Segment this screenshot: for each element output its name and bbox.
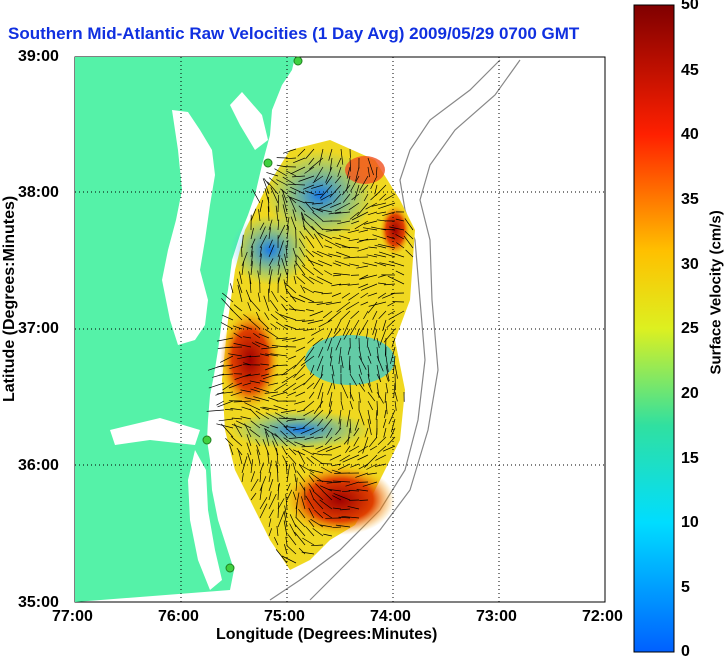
colorbar-tick: 50 bbox=[681, 0, 699, 14]
x-tick: 75:00 bbox=[264, 608, 305, 626]
velocity-arrow bbox=[395, 374, 396, 390]
y-tick: 36:00 bbox=[18, 457, 59, 475]
colorbar-tick: 30 bbox=[681, 256, 699, 274]
y-tick: 39:00 bbox=[18, 48, 59, 66]
y-tick: 38:00 bbox=[18, 184, 59, 202]
colorbar-tick: 40 bbox=[681, 126, 699, 144]
velocity-arrow bbox=[359, 500, 368, 501]
colorbar-label: Surface Velocity (cm/s) bbox=[708, 225, 724, 375]
y-axis-label: Latitude (Degrees:Minutes) bbox=[1, 262, 19, 402]
colorbar-tick: 0 bbox=[681, 643, 690, 661]
x-tick: 73:00 bbox=[476, 608, 517, 626]
x-tick: 72:00 bbox=[582, 608, 623, 626]
velocity-arrow bbox=[242, 247, 243, 257]
colorbar-tick: 45 bbox=[681, 62, 699, 80]
x-axis-label: Longitude (Degrees:Minutes) bbox=[216, 626, 437, 644]
colorbar-tick: 35 bbox=[681, 191, 699, 209]
colorbar-tick: 5 bbox=[681, 579, 690, 597]
x-tick: 74:00 bbox=[370, 608, 411, 626]
velocity-arrow bbox=[320, 464, 332, 465]
colorbar-tick: 25 bbox=[681, 320, 699, 338]
colorbar-tick: 15 bbox=[681, 450, 699, 468]
y-tick: 37:00 bbox=[18, 320, 59, 338]
colorbar bbox=[634, 5, 674, 652]
x-tick: 77:00 bbox=[52, 608, 93, 626]
colorbar-tick: 10 bbox=[681, 514, 699, 532]
x-tick: 76:00 bbox=[158, 608, 199, 626]
colorbar-tick: 20 bbox=[681, 385, 699, 403]
